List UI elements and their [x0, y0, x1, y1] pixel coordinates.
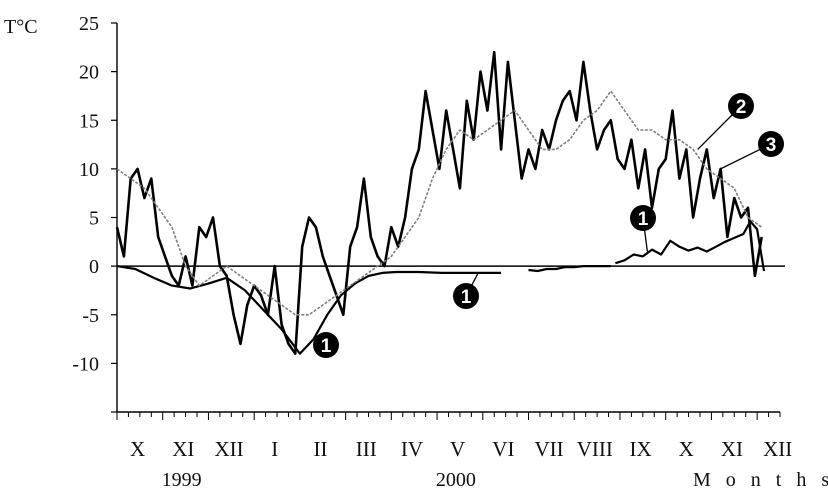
annotation-marker: [453, 283, 479, 309]
month-label: X: [130, 437, 145, 461]
annotation-label: 1: [638, 209, 649, 230]
month-label: II: [313, 437, 327, 461]
month-label: X: [679, 437, 694, 461]
y-tick-label: 20: [79, 62, 99, 84]
month-label: IX: [629, 437, 651, 461]
y-tick-label: 25: [79, 13, 99, 35]
month-label: XI: [172, 437, 194, 461]
month-label: VIII: [577, 437, 613, 461]
y-tick-label: 0: [89, 256, 99, 278]
series-1-line: [615, 220, 766, 272]
annotation-marker: [630, 205, 656, 231]
month-label: XII: [214, 437, 243, 461]
series-2-line: [115, 50, 763, 355]
y-tick-label: -10: [72, 353, 99, 375]
series-1-line: [395, 270, 502, 274]
annotation-marker: [313, 332, 339, 358]
x-axis-unit-label: M o n t h s: [693, 469, 828, 490]
month-label: IV: [401, 437, 423, 461]
month-label: VII: [535, 437, 564, 461]
series-1-line: [116, 265, 396, 355]
annotation-marker: [758, 131, 784, 157]
annotation-label: 2: [736, 97, 747, 118]
series-3-line: [116, 90, 763, 316]
y-tick-label: 10: [79, 159, 99, 181]
y-tick-label: 5: [89, 208, 99, 230]
annotation-markers: 1 1 1 23: [313, 93, 784, 358]
annotation-label: 1: [321, 336, 332, 357]
month-label: XI: [721, 437, 743, 461]
y-axis-label: T°C: [4, 16, 38, 38]
month-label: V: [450, 437, 465, 461]
month-label: VI: [492, 437, 514, 461]
annotation-marker: [728, 93, 754, 119]
series-layer: [115, 50, 766, 355]
year-label: 2000: [436, 469, 476, 490]
annotation-label: 3: [766, 135, 777, 156]
month-label: XII: [763, 437, 792, 461]
y-tick-label: -5: [82, 305, 99, 327]
y-tick-label: 15: [79, 110, 99, 132]
month-label: I: [271, 437, 278, 461]
month-label: III: [356, 437, 377, 461]
series-1-line: [528, 265, 611, 273]
year-label: 1999: [162, 469, 202, 490]
annotation-label: 1: [461, 287, 472, 308]
